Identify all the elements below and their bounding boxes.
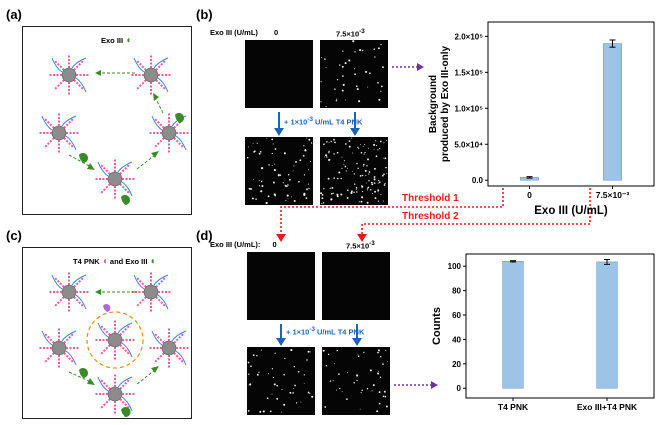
chart2-ytick-label-0: 0 — [457, 384, 462, 393]
exo-header-d: Exo III (U/mL): 0 — [210, 240, 277, 249]
col1-label-d-exp: -3 — [369, 240, 375, 247]
chart1-xlabel: Exo III (U/mL) — [534, 205, 608, 217]
exo-enzyme-icon-c: ◖ — [149, 256, 156, 267]
panel-label-d: (d) — [196, 228, 213, 243]
pnk-note-d: + 1×10-3 U/mL T4 PNK — [286, 326, 364, 337]
pnk-note-d-exp: -3 — [309, 326, 315, 333]
pnk-note-d-tail: U/mL T4 PNK — [314, 327, 365, 337]
micrograph-d-tr — [322, 252, 390, 320]
chart2-frame — [465, 253, 655, 399]
speckle-d-bl — [247, 349, 314, 413]
col1-label-b: 7.5×10-3 — [336, 28, 365, 39]
chart2-ylabel: Counts — [431, 307, 443, 345]
micrograph-d-bl — [247, 347, 315, 415]
chart1-ytick-label-2: 1.0×10⁵ — [455, 104, 484, 113]
exo-title-c-text: and Exo III — [109, 257, 148, 266]
pnk-enzyme-icon: ◖ — [101, 256, 108, 267]
speckle-b-tr — [320, 40, 384, 108]
exo-header-b: Exo III (U/mL) 0 — [210, 28, 278, 37]
pnk-note-d-text: + 1×10 — [286, 327, 310, 337]
exo-header-b-text: Exo III (U/mL) — [210, 28, 258, 37]
chart2-xtick-label-1: Exo III+T4 PNK — [577, 402, 638, 412]
counts-bar-chart: 0 20 40 60 80 100 T4 PNK Exo III+T4 PNK Counts — [431, 253, 655, 412]
schematic-a-drawing — [37, 53, 191, 205]
chart1-ytick-label-3: 1.5×10⁵ — [455, 68, 484, 77]
col0-label-d: 0 — [272, 240, 277, 249]
chart2-ytick-label-3: 60 — [452, 311, 461, 320]
chart1-ytick-label-1: 5.0×10⁴ — [454, 140, 483, 149]
col1-label-b-text: 7.5×10 — [336, 29, 360, 39]
col0-label-b: 0 — [274, 28, 279, 37]
exo-header-d-text: Exo III (U/mL): — [210, 240, 261, 249]
chart1-ytick-label-0: 0.0 — [472, 176, 484, 185]
col1-label-d-text: 7.5×10 — [346, 241, 370, 251]
pnk-exo-title-c: T4 PNK ◖ and Exo III ◖ — [73, 256, 156, 267]
pnk-note-b-text: + 1×10 — [284, 117, 308, 127]
pnk-note-b: + 1×10-3 U/mL T4 PNK — [284, 116, 362, 127]
chart2-ytick-label-4: 80 — [452, 287, 461, 296]
exo-title-a-text: Exo III — [101, 36, 124, 45]
background-bar-chart: 0.0 5.0×10⁴ 1.0×10⁵ 1.5×10⁵ 2.0×10⁵ 0 7.5×10⁻³… — [428, 21, 655, 217]
chart1-bar-1 — [603, 43, 622, 181]
panel-label-a: (a) — [6, 7, 22, 22]
col1-label-b-exp: -3 — [359, 28, 365, 35]
schematic-box-a: Exo III ◖ — [22, 26, 192, 215]
chart1-ylabel-line2: produced by Exo III-only — [440, 46, 451, 163]
blue-arrows-d — [276, 324, 362, 346]
chart1-xtick-label-1: 7.5×10⁻³ — [596, 190, 630, 200]
chart1-xtick-label-0: 0 — [527, 190, 532, 200]
micrograph-d-tl — [247, 252, 315, 320]
panel-label-c: (c) — [6, 228, 22, 243]
schematic-box-c: T4 PNK ◖ and Exo III ◖ — [22, 247, 192, 419]
chart2-bar-0 — [502, 261, 524, 389]
speckle-b-bl — [246, 137, 313, 205]
threshold-1-label: Threshold 1 — [402, 193, 459, 204]
chart2-xtick-label-0: T4 PNK — [498, 402, 529, 412]
micrograph-b-tr — [320, 40, 388, 108]
exo-enzyme-icon: ◖ — [125, 35, 132, 46]
pnk-title-text: T4 PNK — [73, 257, 100, 266]
chart1-ylabel-line1: Background — [428, 75, 439, 133]
micrograph-b-br — [320, 137, 388, 205]
col1-label-d: 7.5×10-3 — [346, 240, 375, 251]
micrograph-b-tl — [245, 40, 313, 108]
blue-arrows-b — [274, 112, 360, 136]
chart2-bar-1 — [596, 261, 618, 389]
panel-label-b: (b) — [196, 7, 213, 22]
exo-title-a: Exo III ◖ — [101, 35, 131, 46]
pnk-note-b-tail: U/mL T4 PNK — [312, 117, 363, 127]
pnk-note-b-exp: -3 — [307, 116, 313, 123]
micrograph-b-bl — [245, 137, 313, 205]
chart1-frame — [487, 21, 655, 187]
chart2-ytick-label-1: 20 — [452, 360, 461, 369]
schematic-c-drawing — [37, 270, 191, 418]
speckle-b-br — [320, 137, 388, 205]
chart2-ytick-label-2: 40 — [452, 335, 461, 344]
micrograph-d-br — [322, 347, 390, 415]
threshold-2-label: Threshold 2 — [402, 211, 459, 222]
chart1-ytick-label-4: 2.0×10⁵ — [455, 32, 484, 41]
speckle-d-br — [322, 349, 389, 413]
chart2-ytick-label-5: 100 — [448, 262, 462, 271]
